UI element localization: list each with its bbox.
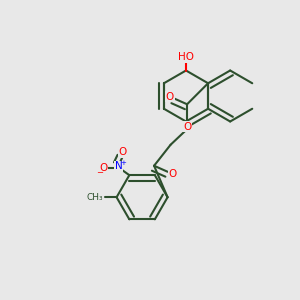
Text: O: O [166, 92, 174, 102]
Text: O: O [183, 122, 191, 132]
Text: O: O [168, 169, 176, 179]
Text: HO: HO [178, 52, 194, 62]
Text: +: + [121, 160, 127, 166]
Text: N: N [115, 161, 123, 171]
Text: −: − [96, 168, 103, 177]
Text: O: O [100, 163, 108, 173]
Text: O: O [118, 147, 127, 158]
Text: CH₃: CH₃ [86, 193, 103, 202]
